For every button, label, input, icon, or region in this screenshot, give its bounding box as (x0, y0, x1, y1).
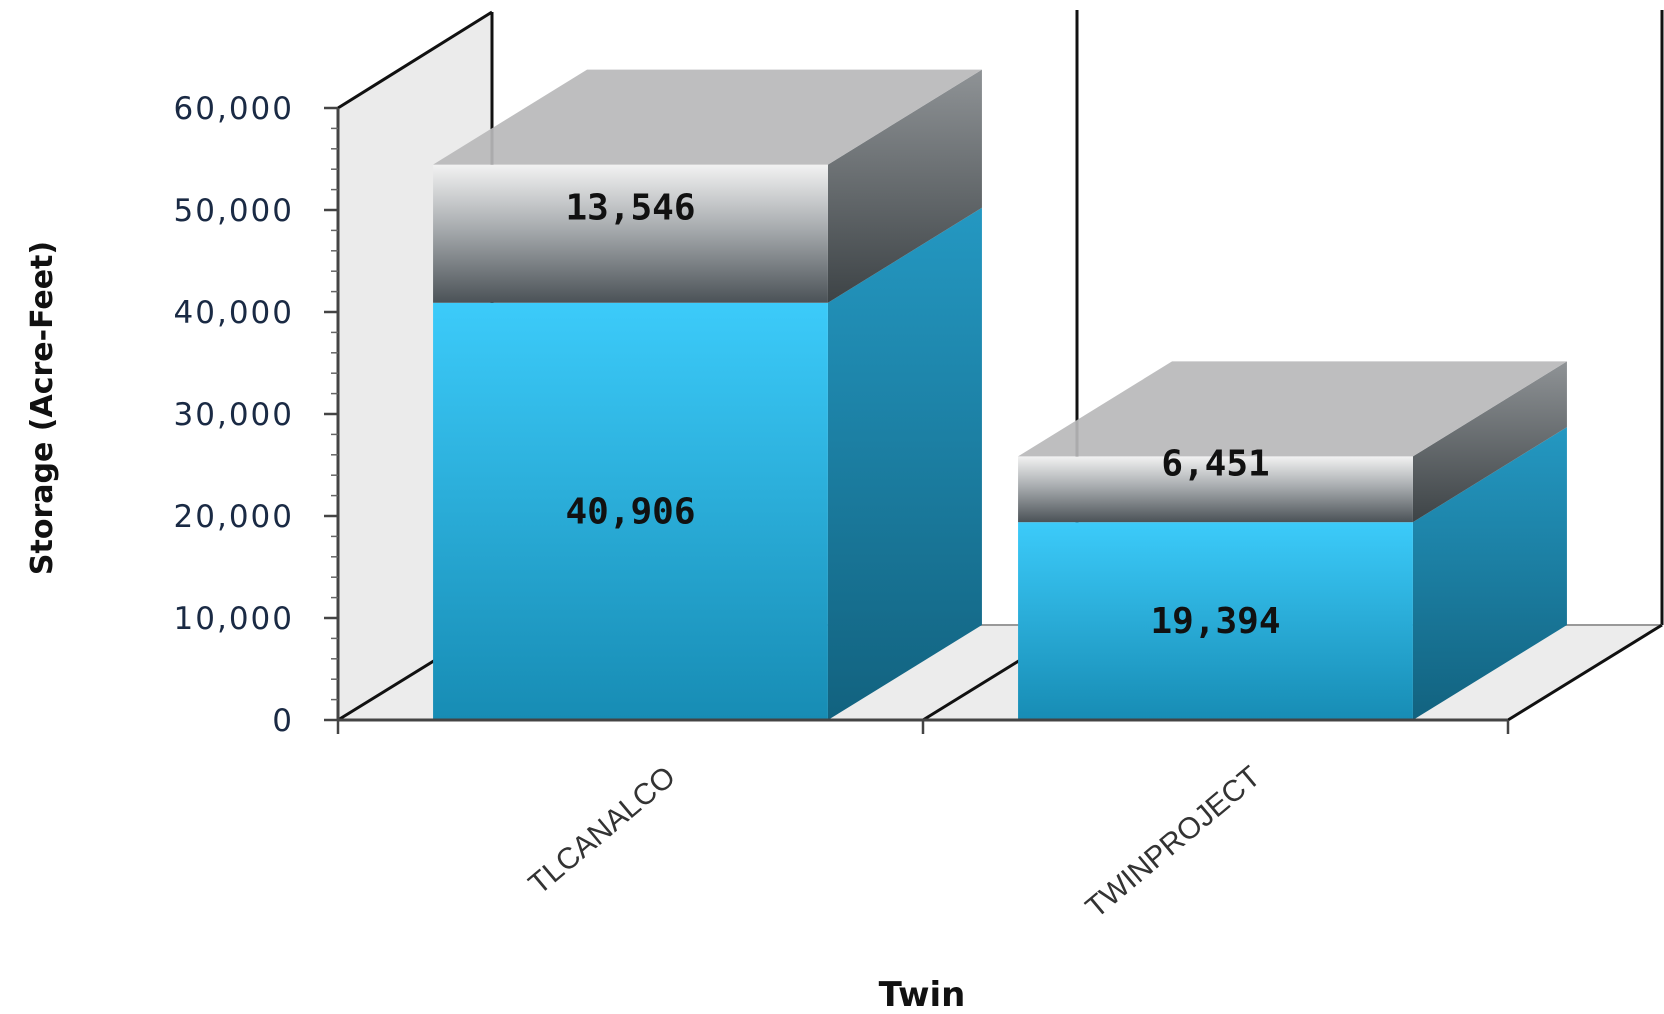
data-label: 6,451 (1161, 443, 1269, 484)
bar-segment (433, 302, 828, 720)
bar-segment (433, 164, 828, 303)
bar-top-face (1018, 361, 1567, 457)
bar-group: 40,906 13,546 19,394 6,451 (433, 69, 1567, 721)
bar-top-face (433, 69, 982, 165)
x-axis-title: Twin (879, 975, 966, 1014)
y-tick-label: 10,000 (174, 601, 294, 637)
bar-segment (1018, 522, 1413, 720)
bar-stack: 40,906 13,546 (433, 69, 982, 721)
x-category-label: TLCANALCO (523, 760, 682, 901)
x-axis-categories: TLCANALCO TWINPROJECT (336, 720, 1510, 925)
y-tick-label: 60,000 (174, 91, 294, 127)
bar-side-face (1412, 361, 1567, 523)
y-axis-ticks: 0 10,000 20,000 30,000 40,000 50,000 60,000 (174, 91, 338, 739)
y-tick-label: 20,000 (174, 499, 294, 535)
bar-side-face (827, 207, 982, 721)
axes: 0 10,000 20,000 30,000 40,000 50,000 60,000 TL… (174, 91, 1510, 925)
y-tick-label: 30,000 (174, 397, 294, 433)
floor-right-edge (1507, 623, 1663, 722)
y-tick-label: 50,000 (174, 193, 294, 229)
x-category-label: TWINPROJECT (1080, 760, 1267, 925)
bar-stack: 19,394 6,451 (1018, 361, 1567, 720)
left-wall-top-edge (337, 10, 493, 110)
y-tick-label: 0 (272, 703, 294, 739)
y-tick-label: 40,000 (174, 295, 294, 331)
y-axis-title: Storage (Acre-Feet) (25, 241, 60, 575)
data-label: 13,546 (565, 188, 695, 229)
bar-side-face (1412, 427, 1567, 720)
bar-side-face (827, 69, 982, 303)
data-label: 40,906 (565, 491, 695, 532)
data-label: 19,394 (1150, 601, 1280, 642)
bar-segment (1018, 456, 1413, 523)
